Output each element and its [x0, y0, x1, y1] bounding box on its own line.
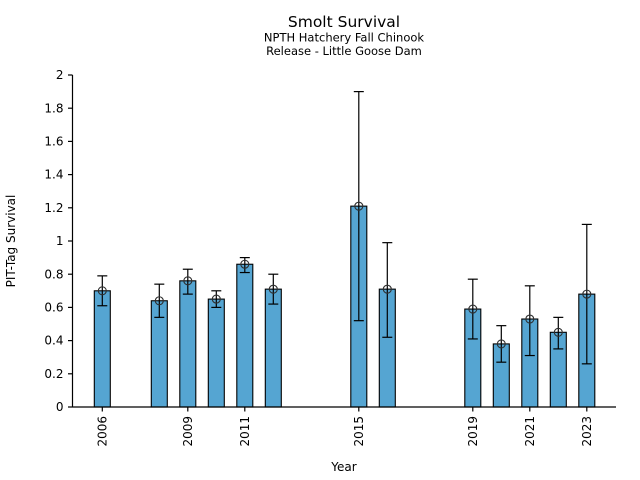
bar-2010	[207, 298, 225, 408]
bar-2012	[264, 288, 282, 408]
x-axis-label: Year	[330, 460, 356, 474]
x-tick-label-2019: 2019	[466, 416, 480, 447]
marker-2015	[354, 201, 364, 211]
y-tick-label-0.4: 0.4	[44, 334, 63, 348]
marker-2016	[382, 284, 392, 294]
chart-subtitle-line1: NPTH Hatchery Fall Chinook	[264, 31, 424, 45]
y-tick-label-0.6: 0.6	[44, 300, 63, 314]
y-tick-label-0.8: 0.8	[44, 267, 63, 281]
marker-2012	[268, 284, 278, 294]
x-tick-label-2011: 2011	[238, 416, 252, 447]
x-tick-label-2023: 2023	[580, 416, 594, 447]
y-tick-label-1: 1	[56, 234, 64, 248]
y-tick-label-1.2: 1.2	[44, 201, 63, 215]
bar-2009	[179, 280, 197, 408]
plot-area: 0 0.2 0.4 0.6 0.8 1 1.2 1.4 1.6 1.8 2 2006 2009 2011 2…	[44, 68, 616, 447]
y-tick-label-2: 2	[56, 68, 64, 82]
x-tick-label-2006: 2006	[95, 416, 109, 447]
chart-subtitle-line2: Release - Little Goose Dam	[266, 44, 422, 58]
marker-2008	[154, 296, 164, 306]
y-tick-label-1.6: 1.6	[44, 134, 63, 148]
y-tick-label-0.2: 0.2	[44, 367, 63, 381]
marker-2011	[240, 259, 250, 269]
y-tick-label-1.4: 1.4	[44, 168, 63, 182]
y-tick-label-1.8: 1.8	[44, 101, 63, 115]
y-axis-label: PIT-Tag Survival	[4, 195, 18, 288]
marker-2023	[582, 289, 592, 299]
x-tick-label-2009: 2009	[181, 416, 195, 447]
marker-2021	[525, 314, 535, 324]
marker-2020	[496, 339, 506, 349]
y-tick-label-0: 0	[56, 400, 64, 414]
marker-2022	[553, 327, 563, 337]
x-tick-label-2021: 2021	[523, 416, 537, 447]
marker-2006	[97, 286, 107, 296]
bar-2011	[236, 263, 254, 408]
marker-2019	[468, 304, 478, 314]
marker-2009	[183, 276, 193, 286]
bar-2006	[93, 290, 111, 408]
x-tick-label-2015: 2015	[352, 416, 366, 447]
marker-2010	[211, 294, 221, 304]
chart-title: Smolt Survival	[288, 13, 400, 31]
